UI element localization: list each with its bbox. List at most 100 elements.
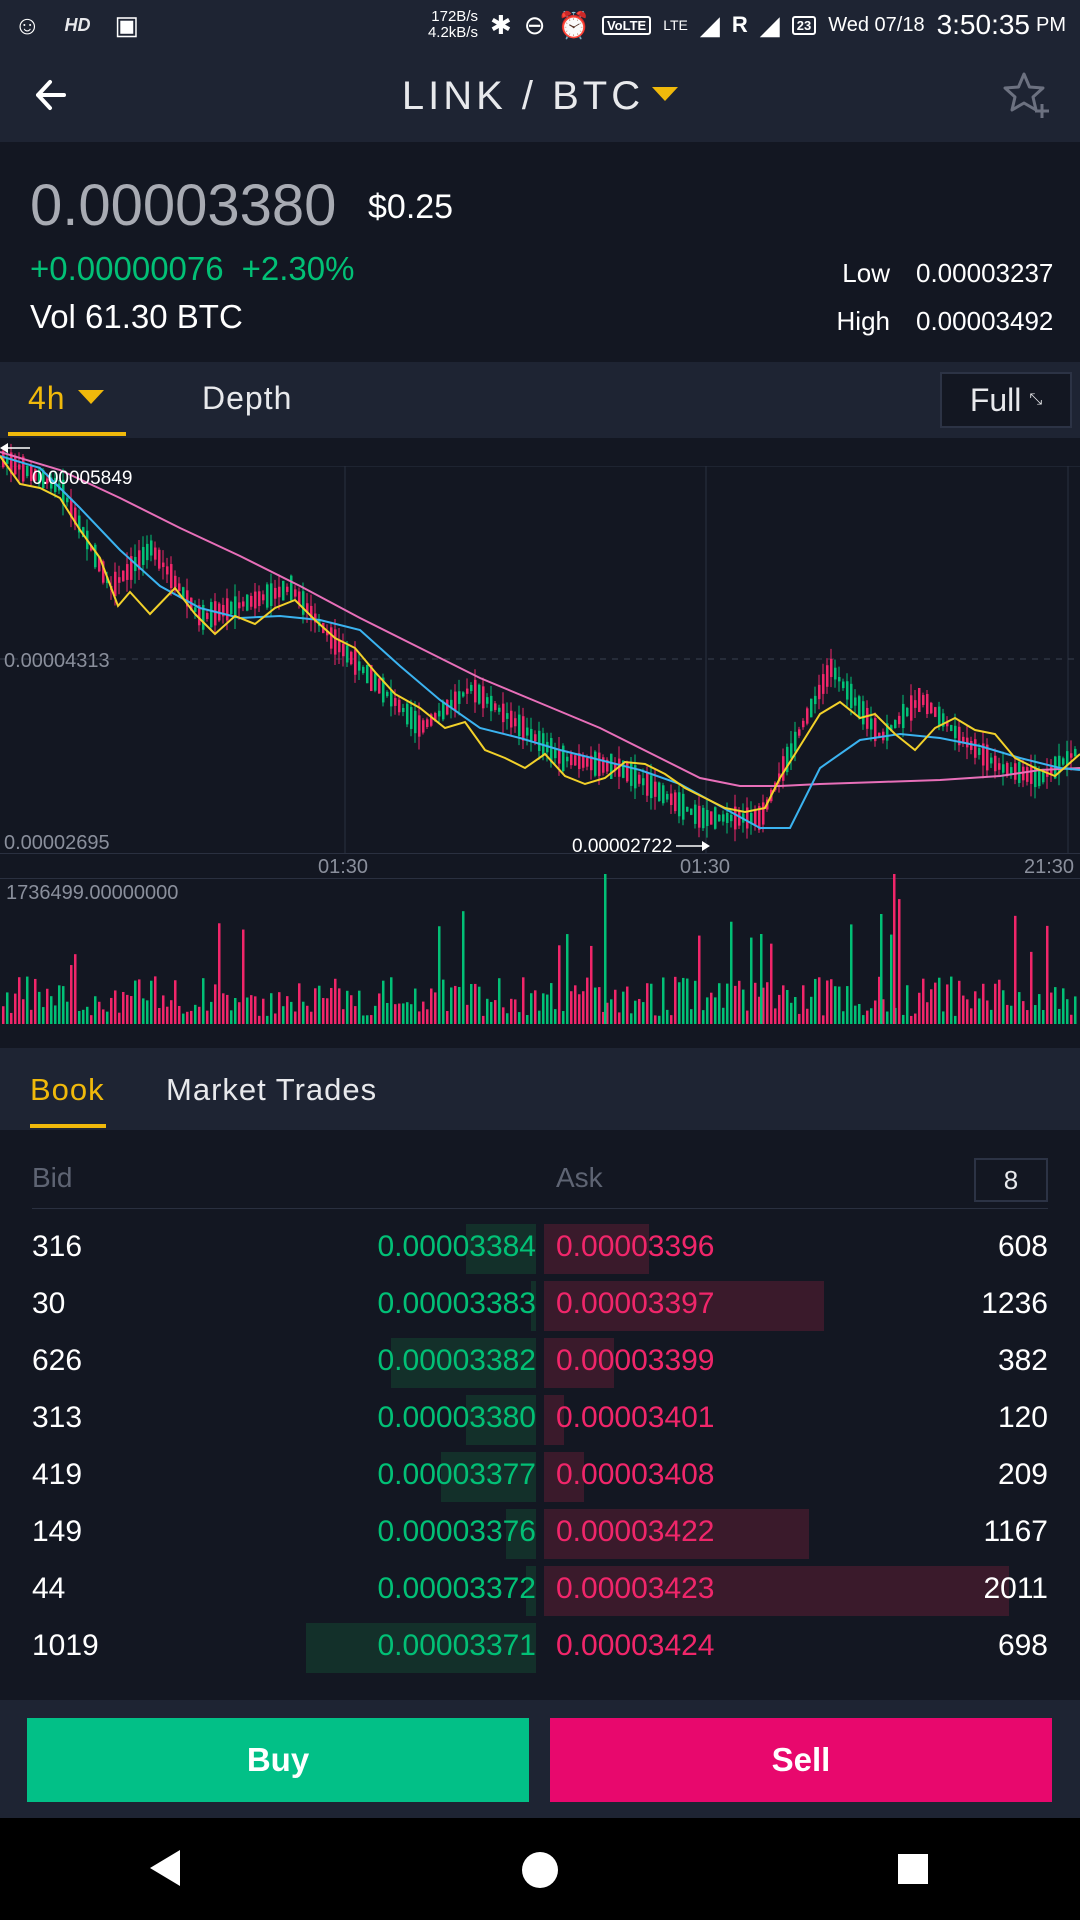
bid-price: 0.00003372: [377, 1572, 537, 1605]
volume-bar: [766, 982, 769, 1024]
volume-bar: [26, 976, 29, 1024]
ask-qty: 1236: [981, 1287, 1048, 1320]
candle-body: [574, 755, 577, 766]
order-book[interactable]: Bid Ask 8 316 0.00003384 0.00003396 608 30 0.…: [0, 1130, 1080, 1700]
candle-body: [874, 718, 877, 742]
ticker-panel: 0.00003380 $0.25 +0.00000076 +2.30% Vol 6…: [0, 142, 1080, 362]
tab-book[interactable]: Book: [30, 1072, 105, 1107]
candle-body: [674, 792, 677, 812]
volume-bar: [1054, 987, 1057, 1024]
candle-body: [282, 580, 285, 601]
book-row[interactable]: 316 0.00003384 0.00003396 608: [0, 1220, 1080, 1277]
nav-back-icon[interactable]: [150, 1850, 180, 1886]
volume-bar: [878, 976, 881, 1024]
candle-body: [74, 507, 77, 525]
candle-body: [270, 583, 273, 606]
bid-qty: 316: [32, 1230, 83, 1263]
volume-bar: [854, 1005, 857, 1024]
book-row[interactable]: 44 0.00003372 0.00003423 2011: [0, 1562, 1080, 1619]
volume-bar: [498, 978, 501, 1024]
nav-recents-icon[interactable]: [898, 1854, 928, 1884]
candle-body: [314, 613, 317, 623]
volume-bar: [478, 986, 481, 1024]
ask-depth-bar: [544, 1452, 584, 1502]
candle-body: [234, 596, 237, 617]
signal-icon-2: ◢: [759, 9, 780, 40]
book-row[interactable]: 1019 0.00003371 0.00003424 698: [0, 1619, 1080, 1676]
volume-bar: [390, 977, 393, 1024]
bid-price: 0.00003384: [377, 1230, 537, 1263]
candle-body: [990, 757, 993, 764]
volume-bar: [230, 1010, 233, 1024]
volume-bar: [242, 929, 245, 1024]
candle-body: [498, 707, 501, 712]
volume-bar: [782, 985, 785, 1024]
tab-market-trades[interactable]: Market Trades: [166, 1072, 378, 1107]
candle-body: [654, 781, 657, 797]
bid-depth-bar: [506, 1509, 536, 1559]
volume-bar: [194, 1004, 197, 1024]
candle-body: [846, 681, 849, 700]
bid-depth-bar: [306, 1623, 536, 1673]
volume-bar: [758, 996, 761, 1024]
bid-price: 0.00003382: [377, 1344, 537, 1377]
ask-depth-bar: [544, 1224, 649, 1274]
volume-bar: [170, 1000, 173, 1024]
candle-body: [494, 703, 497, 710]
candle-body: [230, 601, 233, 615]
book-row[interactable]: 419 0.00003377 0.00003408 209: [0, 1448, 1080, 1505]
candle-body: [634, 765, 637, 789]
volume-bar: [494, 1000, 497, 1024]
book-row[interactable]: 149 0.00003376 0.00003422 1167: [0, 1505, 1080, 1562]
candle-body: [894, 719, 897, 729]
buy-button[interactable]: Buy: [27, 1718, 529, 1802]
volume-bar: [586, 977, 589, 1024]
candle-body: [310, 605, 313, 621]
candle-body: [906, 707, 909, 717]
notification-face-icon: ☺: [14, 9, 41, 40]
volume-bar: [1058, 1008, 1061, 1024]
candle-body: [342, 643, 345, 657]
candle-body: [1066, 751, 1069, 766]
candle-body: [490, 695, 493, 712]
candle-body: [54, 478, 57, 492]
add-favorite-star-icon[interactable]: [1002, 70, 1052, 120]
tab-depth[interactable]: Depth: [202, 380, 293, 416]
sell-button[interactable]: Sell: [550, 1718, 1052, 1802]
fullscreen-button[interactable]: Full ⤡: [940, 372, 1072, 428]
volume-bar: [558, 945, 561, 1024]
candle-body: [422, 720, 425, 733]
volume-bar: [750, 937, 753, 1024]
volume-bar: [398, 1003, 401, 1024]
volume-bar: [542, 993, 545, 1024]
nav-home-icon[interactable]: [522, 1852, 558, 1888]
volume-bar: [918, 992, 921, 1024]
candle-body: [522, 716, 525, 741]
pair-selector[interactable]: LINK / BTC: [401, 73, 679, 119]
volume-bar: [950, 976, 953, 1024]
candle-body: [262, 594, 265, 601]
volume-bar: [970, 1008, 973, 1024]
book-row[interactable]: 30 0.00003383 0.00003397 1236: [0, 1277, 1080, 1334]
candle-body: [466, 688, 469, 694]
tab-interval[interactable]: 4h: [28, 380, 104, 417]
decimals-selector[interactable]: 8: [974, 1158, 1048, 1202]
candle-body: [754, 810, 757, 826]
volume-bar: [930, 989, 933, 1024]
bid-qty: 149: [32, 1515, 83, 1548]
volume-bar: [114, 990, 117, 1024]
price-chart[interactable]: 0.00005849 0.00004313 0.00002695 0.00002…: [0, 438, 1080, 1050]
volume-bar: [1030, 951, 1033, 1024]
interval-label: 4h: [28, 380, 66, 416]
volume-bar: [218, 923, 221, 1024]
pair-title: LINK / BTC: [401, 73, 645, 118]
volume-bar: [698, 935, 701, 1024]
book-row[interactable]: 313 0.00003380 0.00003401 120: [0, 1391, 1080, 1448]
volume-bar: [554, 1009, 557, 1024]
candle-body: [78, 515, 81, 533]
candle-body: [750, 813, 753, 823]
candle-body: [114, 571, 117, 597]
book-row[interactable]: 626 0.00003382 0.00003399 382: [0, 1334, 1080, 1391]
candle-body: [734, 806, 737, 830]
back-arrow-icon[interactable]: [28, 70, 78, 120]
